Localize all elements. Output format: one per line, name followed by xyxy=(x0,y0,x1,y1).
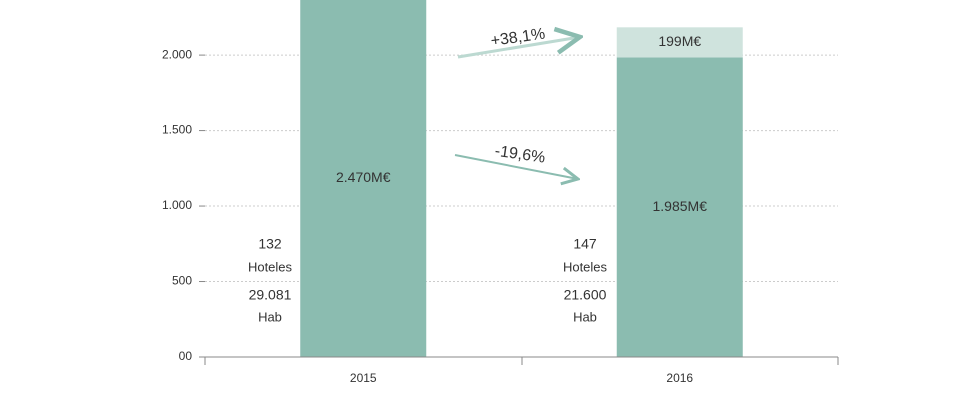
note: 29.081 xyxy=(249,287,292,303)
bars xyxy=(300,0,743,358)
arrow xyxy=(454,154,578,179)
note: 21.600 xyxy=(564,287,607,303)
bar-segment xyxy=(300,0,427,357)
y-tick-label: 2.000 xyxy=(162,47,192,61)
note: 132 xyxy=(258,236,282,252)
y-tick-label: 500 xyxy=(172,274,192,288)
x-tick-label: 2015 xyxy=(350,371,377,385)
x-tick-label: 2016 xyxy=(666,371,693,385)
annotation: -19,6% xyxy=(494,143,547,167)
value-label: 1.985M€ xyxy=(653,198,708,214)
y-tick-label: 00 xyxy=(179,349,193,363)
note: 147 xyxy=(573,236,597,252)
bar-segment xyxy=(616,57,743,358)
note: Hab xyxy=(258,309,282,324)
value-label: 199M€ xyxy=(658,33,701,49)
value-label: 2.470M€ xyxy=(336,169,391,185)
bar-segment xyxy=(616,27,743,58)
y-tick-label: 1.500 xyxy=(162,123,192,137)
note: Hab xyxy=(573,309,597,324)
annotation: +38,1% xyxy=(490,25,547,49)
y-tick-label: 1.000 xyxy=(162,198,192,212)
arrow xyxy=(457,37,580,59)
note: Hoteles xyxy=(563,259,608,274)
note: Hoteles xyxy=(248,259,293,274)
